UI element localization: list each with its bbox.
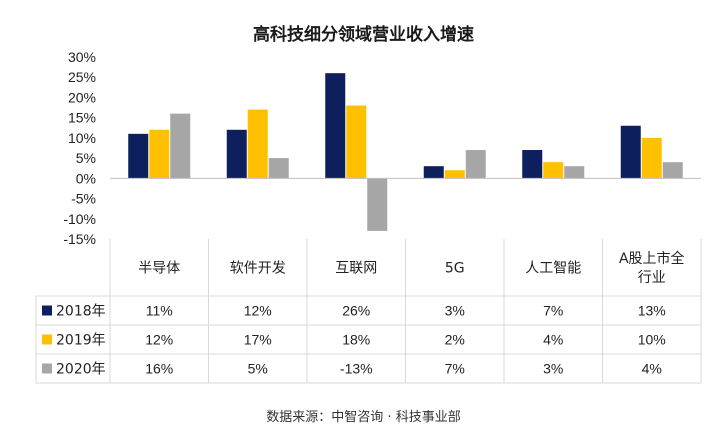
category-label: 半导体 <box>138 261 180 277</box>
data-label: 13% <box>638 303 666 319</box>
y-tick-label: -15% <box>63 231 96 247</box>
legend-key-3 <box>42 363 52 374</box>
chart-title: 高科技细分领域营业收入增速 <box>253 25 474 45</box>
y-tick-label: 30% <box>68 49 96 65</box>
legend-label-1: 2018年 <box>56 304 106 320</box>
bar-3-3 <box>367 178 388 231</box>
bar-1-2 <box>226 129 247 179</box>
data-label: 18% <box>342 332 370 348</box>
source-note: 数据来源：中智咨询 · 科技事业部 <box>266 410 461 425</box>
legend-key-1 <box>42 305 52 316</box>
data-label: 12% <box>244 303 272 319</box>
bar-2-1 <box>149 129 170 179</box>
data-label: 10% <box>638 332 666 348</box>
bar-1-3 <box>325 73 346 179</box>
data-label: 12% <box>145 332 173 348</box>
y-tick-label: 5% <box>76 150 96 166</box>
y-tick-label: -5% <box>71 191 96 207</box>
data-label: 7% <box>445 361 465 377</box>
legend-label-3: 2020年 <box>56 362 106 378</box>
data-label: -13% <box>340 361 373 377</box>
y-tick-label: -10% <box>63 211 96 227</box>
bar-3-6 <box>662 162 683 179</box>
category-label: 5G <box>445 261 465 277</box>
data-label: 11% <box>146 303 173 319</box>
bar-2-5 <box>543 162 564 179</box>
bar-1-4 <box>423 166 444 179</box>
y-tick-label: 15% <box>68 110 96 126</box>
data-label: 3% <box>445 303 465 319</box>
bar-3-2 <box>268 158 289 179</box>
data-label: 5% <box>248 361 268 377</box>
data-label: 26% <box>342 303 370 319</box>
data-label: 3% <box>543 361 563 377</box>
y-tick-label: 0% <box>76 170 96 186</box>
category-label: 软件开发 <box>230 261 286 277</box>
data-label: 4% <box>642 361 662 377</box>
data-label: 4% <box>543 332 563 348</box>
y-tick-label: 20% <box>68 89 96 105</box>
data-label: 16% <box>145 361 173 377</box>
bar-3-4 <box>465 150 486 179</box>
category-label: 人工智能 <box>525 261 581 277</box>
legend-label-2: 2019年 <box>56 333 106 349</box>
bar-1-6 <box>620 125 641 179</box>
data-label: 17% <box>244 332 272 348</box>
category-label: 互联网 <box>335 261 377 277</box>
bar-2-6 <box>641 137 662 179</box>
bar-2-4 <box>444 170 465 179</box>
y-tick-label: 10% <box>68 130 96 146</box>
bar-3-1 <box>170 113 191 179</box>
data-label: 2% <box>445 332 465 348</box>
bar-1-1 <box>128 133 149 179</box>
data-label: 7% <box>543 303 563 319</box>
bar-2-3 <box>346 105 367 179</box>
bar-2-2 <box>247 109 268 179</box>
category-label: 行业 <box>638 270 666 286</box>
legend-key-2 <box>42 334 52 345</box>
category-label: A股上市全 <box>619 250 685 267</box>
y-tick-label: 25% <box>68 69 96 85</box>
bar-3-5 <box>564 166 585 179</box>
bar-1-5 <box>522 150 543 179</box>
